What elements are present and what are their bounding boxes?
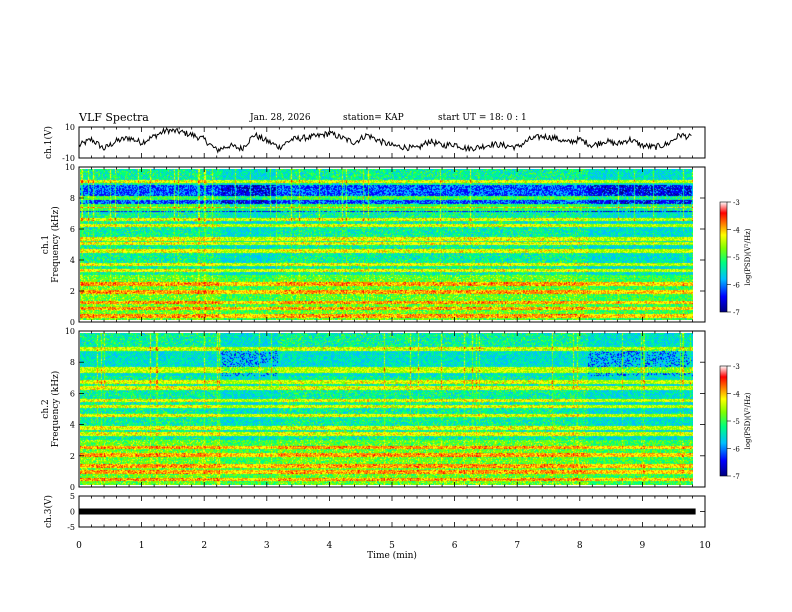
xtick-label: 8 [577, 541, 583, 551]
ch2-spectrogram-ytick-label: 0 [70, 483, 75, 492]
ch1-spectrogram-ytick-label: 0 [70, 318, 75, 327]
ch3-waveform-ytick-label: 0 [70, 508, 75, 517]
ch1-spectrogram-ylabel2: Frequency (kHz) [50, 206, 61, 283]
ch1-spectrogram-ylabel: ch.1 [41, 235, 51, 254]
ch3-waveform-line [79, 508, 696, 515]
ch3-waveform-ytick-label: -5 [67, 523, 75, 532]
station-label: station= KAP [343, 113, 404, 123]
ch2-spectrogram-colorbar-tick-label: -3 [733, 363, 740, 371]
ch1-spectrogram-colorbar-label: log(PSD)(V²/Hz) [744, 228, 752, 285]
ch2-spectrogram-ytick-label: 4 [70, 421, 75, 430]
xtick-label: 1 [139, 541, 145, 551]
ch1-waveform-line [78, 126, 692, 154]
xtick-label: 3 [264, 541, 270, 551]
ch2-spectrogram-ytick-label: 2 [70, 452, 75, 461]
ch1-spectrogram-ytick-label: 6 [70, 225, 75, 234]
xtick-label: 4 [327, 541, 333, 551]
ch2-spectrogram-colorbar-tick-label: -4 [733, 391, 740, 399]
ch1-waveform-ytick-label: -10 [62, 154, 75, 163]
ch3-ylabel: ch.3(V) [43, 495, 54, 528]
figure-title: VLF Spectra [79, 111, 149, 124]
ch2-spectrogram-colorbar-tick-label: -7 [733, 473, 740, 481]
ch2-spectrogram-ytick-label: 8 [70, 358, 75, 367]
ch1-spectrogram-ytick-label: 8 [70, 194, 75, 203]
ch1-spectrogram-colorbar [719, 201, 728, 313]
ch1-ylabel: ch.1(V) [43, 126, 54, 159]
xtick-label: 0 [76, 541, 82, 551]
ch1-spectrogram-colorbar-tick-label: -6 [733, 282, 740, 290]
ch1-spectrogram-colorbar-tick-label: -7 [733, 309, 740, 317]
ch2-spectrogram-ytick-label: 10 [65, 327, 75, 336]
ch2-spectrogram-image [80, 333, 693, 485]
ch1-spectrogram-colorbar-tick-label: -5 [733, 254, 740, 262]
xtick-label: 10 [699, 541, 711, 551]
ch1-spectrogram-colorbar-tick-label: -3 [733, 199, 740, 207]
xtick-label: 6 [452, 541, 458, 551]
xtick-label: 9 [640, 541, 646, 551]
ch2-spectrogram-colorbar-tick-label: -5 [733, 418, 740, 426]
xtick-label: 7 [514, 541, 520, 551]
ch2-spectrogram-colorbar-label: log(PSD)(V²/Hz) [744, 392, 752, 449]
ch2-spectrogram-colorbar [719, 365, 728, 477]
xtick-label: 5 [389, 541, 395, 551]
xaxis-label: Time (min) [367, 550, 417, 561]
ch2-spectrogram-ytick-label: 6 [70, 389, 75, 398]
ch2-spectrogram-colorbar-tick-label: -6 [733, 446, 740, 454]
ch1-spectrogram-ytick-label: 10 [65, 163, 75, 172]
ch2-spectrogram-ylabel2: Frequency (kHz) [50, 371, 61, 448]
ch1-spectrogram-colorbar-tick-label: -4 [733, 227, 740, 235]
ch3-waveform-ytick-label: 5 [70, 492, 75, 501]
start-time-label: start UT = 18: 0 : 1 [438, 113, 527, 123]
ch1-spectrogram-ytick-label: 2 [70, 287, 75, 296]
xtick-label: 2 [201, 541, 207, 551]
ch1-spectrogram-ytick-label: 4 [70, 256, 75, 265]
ch2-spectrogram-ylabel: ch.2 [41, 399, 51, 418]
ch1-waveform-ytick-label: 10 [65, 123, 75, 132]
date-label: Jan. 28, 2026 [250, 113, 311, 123]
ch1-spectrogram-image [80, 169, 693, 320]
